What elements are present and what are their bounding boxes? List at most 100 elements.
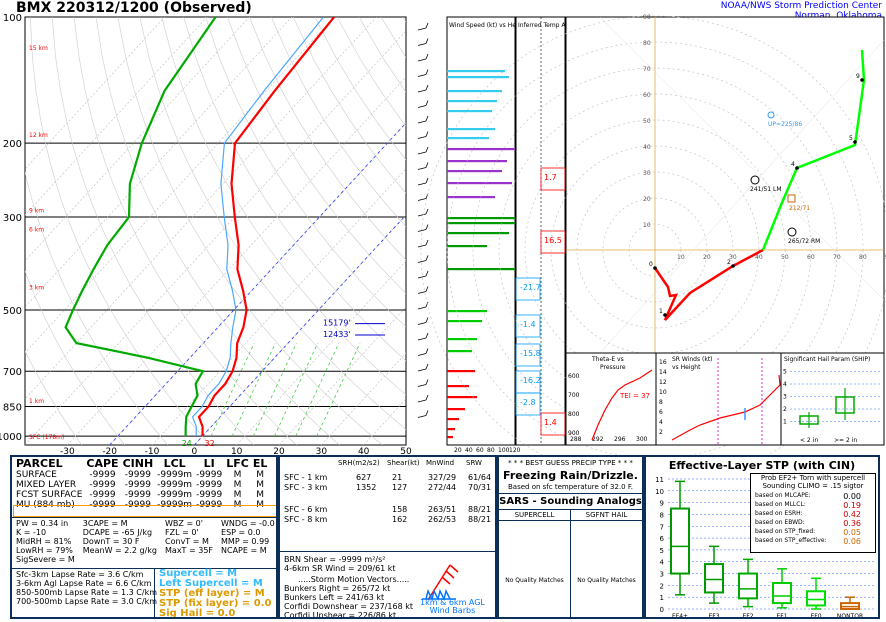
hodo-mean-label: 212/71: [789, 205, 810, 212]
composite-param: Left Supercell = M: [159, 578, 263, 589]
parcel-cell: -9999: [124, 490, 151, 500]
wind-barb: [417, 198, 427, 201]
wind-barb-flag: [425, 208, 429, 215]
stp-prob-row: based on STP_effective: 0.06: [755, 537, 871, 546]
stp-y-tick: 5: [660, 547, 664, 555]
kinematic-cell: 158: [392, 505, 408, 514]
ship-plot: Significant Hail Param (SHIP) 1 2 3 4 5 < 2 in…: [783, 356, 882, 444]
dry-adiabat: [227, 17, 406, 294]
kinematic-header: MnWind: [426, 459, 455, 467]
sr-wind-plot: SR Winds (kt)vs Height 16 14 12 10 8 6 4 2: [659, 356, 781, 445]
wind-barb-flag: [425, 239, 429, 246]
parcel-cell: M: [256, 470, 264, 480]
temp-tick-label: 20: [273, 447, 285, 455]
hodo-km-marker: [653, 266, 657, 270]
pressure-label: 700: [3, 367, 22, 378]
parcel-header-row: PARCEL CAPE CINH LCL LI LFC EL: [14, 457, 269, 470]
hodo-tick-label: 80: [643, 40, 651, 47]
temp-adv-title: Inferred Temp Advection (C /hr): [518, 22, 612, 29]
stp-category: NONTOR: [837, 613, 863, 619]
stp-category: EF1: [776, 613, 787, 619]
wind-barb-flag: [425, 38, 429, 44]
temp-adv-box: [540, 412, 566, 436]
hodo-up-marker: [767, 111, 775, 119]
stp-prob-label: based on STP_effective:: [755, 537, 827, 544]
wind-barb-flag: [425, 100, 429, 106]
height-label: 6 km: [29, 227, 44, 234]
hodograph-panel: [565, 16, 885, 354]
storm-motion-line: Bunkers Left = 241/63 kt: [284, 593, 385, 602]
lapse-rates: Sfc-3km Lapse Rate = 3.6 C/km 3-6km Agl L…: [16, 570, 157, 606]
hodo-up-label: UP=225/86: [768, 121, 802, 128]
stp-prob-row: based on MLCAPE: 0.00: [755, 492, 871, 501]
temp-adv-box: [540, 167, 566, 191]
temp-adv-value: 1.7: [544, 173, 557, 182]
parcel-cell: -9999: [196, 470, 223, 480]
ship-title: Significant Hail Param (SHIP): [784, 356, 870, 363]
wind-barb: [417, 120, 427, 124]
stp-prob-box: Prob EF2+ Torn with supercell Sounding C…: [750, 473, 876, 553]
theta-trace: [591, 369, 653, 441]
isotherm: [25, 17, 208, 216]
height-label: 12 km: [29, 132, 48, 139]
stp-y-tick: 9: [660, 500, 664, 508]
srw-height-label: 16: [659, 359, 667, 366]
pressure-label: 100: [3, 13, 22, 24]
wind-speed-bar: [447, 408, 465, 411]
theta-pres-label: 900: [568, 430, 580, 437]
stp-y-tick: 11: [655, 476, 664, 484]
index-cell: WBZ = 0': [165, 519, 203, 528]
storm-motion-line: Corfidi Upshear = 226/86 kt: [284, 611, 397, 619]
dry-adiabat: [161, 17, 406, 396]
wind-barb-flag: [425, 177, 429, 184]
wind-speed-bar: [447, 418, 459, 421]
wind-barb-flag: [425, 224, 429, 230]
height-label: 15 km: [29, 45, 48, 52]
srw-title: SR Winds (kt): [672, 356, 713, 363]
temp-tick-label: 10: [231, 447, 243, 455]
wind-speed-bar: [447, 268, 515, 271]
wind-barb: [417, 43, 427, 46]
isotherm: [278, 306, 406, 445]
index-cell: WNDG = -0.0: [221, 519, 275, 528]
precip-basis: Based on sfc temperature of 32.0 F.: [508, 483, 633, 491]
srw-height-label: 10: [659, 389, 667, 396]
stp-prob-row: based on STP_fixed: 0.05: [755, 528, 871, 537]
stp-prob-value: 0.19: [843, 501, 861, 510]
index-cell: [163, 555, 219, 564]
wind-barb: [417, 136, 427, 139]
theta-title: Theta-E vs: [591, 356, 624, 363]
stp-panel: Effective-Layer STP (with CIN) 0 1 2 3 4 5 6 7 8…: [644, 455, 880, 619]
temp-adv-box: [515, 343, 541, 367]
parcel-cell: M: [256, 480, 264, 490]
agl-barbs-icon: [422, 564, 459, 602]
brn-shear: BRN Shear = -9999 m²/s² 4-6km SR Wind = 2…: [284, 555, 396, 573]
pressure-label: 1000: [0, 432, 22, 443]
stp-prob-label: based on MLCAPE:: [755, 492, 811, 499]
dry-adiabat: [139, 17, 406, 430]
precip-type: Freezing Rain/Drizzle.: [503, 469, 638, 482]
hodo-km-label: 2: [727, 259, 731, 266]
storm-motion-vectors: Bunkers Right = 265/72 kt Bunkers Left = …: [284, 584, 413, 619]
temp-tick-label: 30: [316, 447, 328, 455]
theta-tick-label: 300: [636, 436, 648, 443]
wind-barb: [417, 322, 427, 325]
wind-barb-flag: [425, 363, 429, 370]
stp-category: EF4+: [672, 613, 688, 619]
hodo-tick-label: 70: [643, 66, 651, 73]
wind-barb: [417, 89, 427, 93]
stp-y-tick: 10: [655, 488, 664, 496]
hodo-tick-label: 40: [643, 144, 651, 151]
wind-speed-bar: [447, 182, 512, 185]
composite-params: Supercell = M Left Supercell = M STP (eff …: [154, 569, 271, 617]
hodo-rm-marker: [787, 227, 797, 237]
parcel-cell: MIXED LAYER: [16, 480, 77, 490]
wind-speed-panel: [446, 16, 516, 446]
wind-speed-bar: [447, 232, 509, 235]
kinematic-cell: 127: [392, 483, 408, 492]
ship-tick: 5: [783, 369, 787, 376]
ship-panel: [780, 352, 885, 446]
wind-speed-bar: [447, 137, 489, 140]
isotherm: [25, 30, 406, 445]
stp-prob-label: based on STP_fixed:: [755, 528, 816, 535]
